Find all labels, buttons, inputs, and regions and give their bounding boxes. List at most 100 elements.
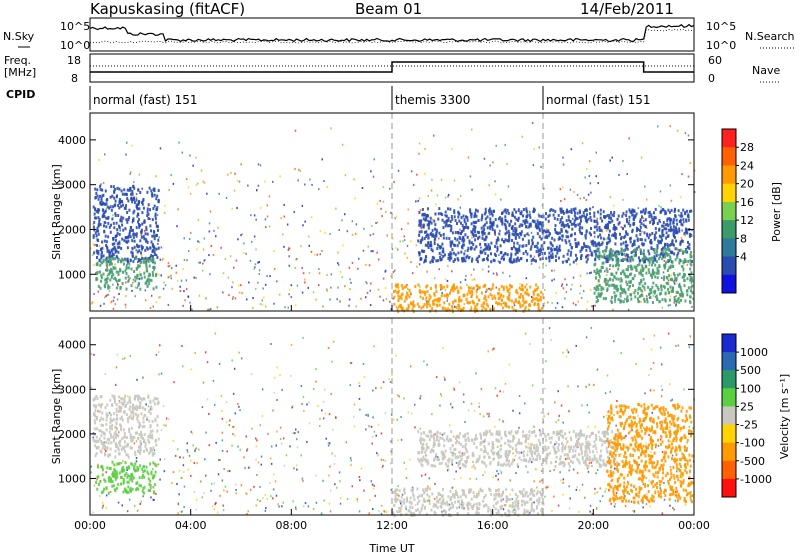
echo-pixel bbox=[620, 292, 622, 295]
scatter-pixel bbox=[374, 158, 376, 160]
scatter-pixel bbox=[562, 494, 564, 496]
echo-pixel bbox=[648, 268, 650, 271]
echo-pixel bbox=[679, 258, 681, 261]
echo-pixel bbox=[420, 307, 422, 310]
echo-pixel bbox=[629, 259, 631, 262]
scatter-pixel bbox=[187, 442, 189, 444]
scatter-pixel bbox=[349, 288, 351, 290]
scatter-pixel bbox=[593, 384, 595, 386]
scatter-pixel bbox=[459, 229, 461, 231]
scatter-pixel bbox=[118, 502, 120, 504]
scatter-pixel bbox=[577, 301, 579, 303]
scatter-pixel bbox=[472, 279, 474, 281]
echo-pixel bbox=[600, 209, 602, 212]
echo-pixel bbox=[517, 251, 519, 254]
echo-pixel bbox=[630, 237, 632, 240]
echo-pixel bbox=[606, 255, 608, 258]
scatter-pixel bbox=[628, 137, 630, 139]
scatter-pixel bbox=[499, 419, 501, 421]
echo-pixel bbox=[558, 249, 560, 252]
echo-pixel bbox=[683, 273, 685, 276]
echo-pixel bbox=[649, 233, 651, 236]
scatter-pixel bbox=[105, 373, 107, 375]
scatter-pixel bbox=[337, 287, 339, 289]
scatter-pixel bbox=[173, 440, 175, 442]
scatter-pixel bbox=[163, 424, 165, 426]
echo-pixel bbox=[597, 299, 599, 302]
scatter-pixel bbox=[586, 336, 588, 338]
scatter-pixel bbox=[404, 462, 406, 464]
echo-pixel bbox=[139, 484, 141, 487]
echo-pixel bbox=[658, 272, 660, 275]
scatter-pixel bbox=[301, 385, 303, 387]
echo-pixel bbox=[501, 212, 503, 215]
echo-pixel bbox=[471, 293, 473, 296]
scatter-pixel bbox=[155, 175, 157, 177]
scatter-pixel bbox=[196, 447, 198, 449]
echo-pixel bbox=[103, 443, 105, 446]
scatter-pixel bbox=[304, 279, 306, 281]
echo-pixel bbox=[567, 223, 569, 226]
echo-pixel bbox=[520, 233, 522, 236]
echo-pixel bbox=[638, 245, 640, 248]
scatter-pixel bbox=[587, 404, 589, 406]
scatter-pixel bbox=[205, 297, 207, 299]
scatter-pixel bbox=[214, 482, 216, 484]
scatter-pixel bbox=[657, 125, 659, 127]
scatter-pixel bbox=[567, 457, 569, 459]
echo-pixel bbox=[455, 306, 457, 309]
scatter-pixel bbox=[512, 498, 514, 500]
echo-pixel bbox=[124, 432, 126, 435]
echo-pixel bbox=[100, 417, 102, 420]
echo-pixel bbox=[421, 238, 423, 241]
echo-pixel bbox=[670, 286, 672, 289]
echo-pixel bbox=[451, 248, 453, 251]
echo-pixel bbox=[112, 257, 114, 260]
scatter-pixel bbox=[359, 409, 361, 411]
scatter-pixel bbox=[189, 302, 191, 304]
scatter-pixel bbox=[678, 345, 680, 347]
echo-pixel bbox=[150, 258, 152, 261]
scatter-pixel bbox=[451, 148, 453, 150]
echo-pixel bbox=[96, 436, 98, 439]
echo-pixel bbox=[150, 406, 152, 409]
echo-pixel bbox=[518, 248, 520, 251]
echo-pixel bbox=[596, 296, 598, 299]
scatter-pixel bbox=[416, 174, 418, 176]
echo-pixel bbox=[455, 300, 457, 303]
echo-pixel bbox=[119, 201, 121, 204]
echo-pixel bbox=[104, 221, 106, 224]
echo-pixel bbox=[647, 286, 649, 289]
echo-pixel bbox=[130, 411, 132, 414]
echo-pixel bbox=[462, 244, 464, 247]
echo-pixel bbox=[154, 194, 156, 197]
echo-pixel bbox=[502, 306, 504, 309]
echo-pixel bbox=[115, 200, 117, 203]
scatter-pixel bbox=[209, 231, 211, 233]
scatter-pixel bbox=[103, 303, 105, 305]
scatter-pixel bbox=[117, 283, 119, 285]
scatter-pixel bbox=[615, 503, 617, 505]
cpid-segment-label: themis 3300 bbox=[395, 93, 470, 107]
echo-pixel bbox=[136, 481, 138, 484]
scatter-pixel bbox=[540, 398, 542, 400]
scatter-pixel bbox=[495, 194, 497, 196]
echo-pixel bbox=[677, 252, 679, 255]
echo-pixel bbox=[472, 230, 474, 233]
scatter-pixel bbox=[168, 276, 170, 278]
echo-pixel bbox=[637, 288, 639, 291]
echo-pixel bbox=[148, 282, 150, 285]
scatter-pixel bbox=[215, 333, 217, 335]
scatter-pixel bbox=[329, 299, 331, 301]
echo-pixel bbox=[143, 272, 145, 275]
echo-pixel bbox=[137, 406, 139, 409]
echo-pixel bbox=[552, 256, 554, 259]
scatter-pixel bbox=[630, 437, 632, 439]
echo-pixel bbox=[542, 230, 544, 233]
scatter-pixel bbox=[383, 381, 385, 383]
echo-pixel bbox=[545, 218, 547, 221]
scatter-pixel bbox=[350, 384, 352, 386]
echo-pixel bbox=[93, 226, 95, 229]
echo-pixel bbox=[638, 300, 640, 303]
scatter-pixel bbox=[380, 208, 382, 210]
